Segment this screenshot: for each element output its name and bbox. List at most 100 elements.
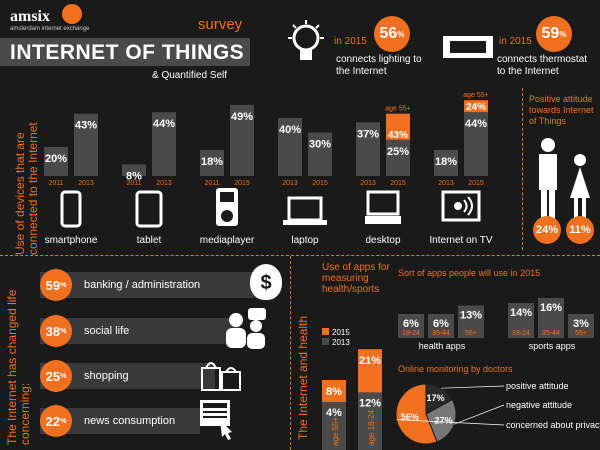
female-icon (570, 154, 590, 228)
apps-bar-2015 (322, 380, 346, 402)
device-bar-value: 20% (45, 153, 67, 165)
upcoming-1-text: connects lighting to the Internet (336, 54, 422, 77)
apps-bar-2013 (322, 402, 346, 450)
device-bar (122, 164, 146, 176)
sort-bar (568, 314, 594, 338)
device-bar-year: 2013 (156, 180, 172, 187)
sort-title: Sort of apps people will use in 2015 (398, 268, 541, 278)
device-bar (44, 147, 68, 176)
device-bar (74, 113, 98, 176)
pie-leader-line (441, 385, 505, 389)
apps-value-2013: 4% (326, 407, 342, 419)
header: amsix amsterdam internet exchange survey… (0, 0, 250, 88)
device-extra-bar (464, 100, 488, 113)
pie-label: negative attitude (506, 400, 572, 410)
life-pct: 22% (40, 405, 72, 437)
device-extra-value: 43% (388, 130, 408, 141)
male-pct: 24% (533, 216, 561, 244)
device-bar-value: 8% (126, 170, 142, 182)
sort-bar-value: 16% (540, 302, 562, 314)
pie-slice (395, 383, 438, 445)
device-bar-year: 2015 (234, 180, 250, 187)
attitude-title: Positive attitude towards Internet of Th… (529, 94, 594, 126)
device-name: Internet on TV (429, 235, 493, 246)
life-row-news: 22% news consumption (40, 405, 200, 437)
device-name: smartphone (45, 235, 98, 246)
device-bar-year: 2013 (78, 180, 94, 187)
device-bar-year: 2015 (312, 180, 328, 187)
life-pct: 59% (40, 269, 72, 301)
logo-subtitle: amsterdam internet exchange (10, 26, 90, 32)
logo: amsix (10, 8, 50, 25)
pie-label: positive attitude (506, 381, 569, 391)
sort-bar-age: 35-44 (432, 330, 450, 337)
device-bar-value: 49% (231, 111, 253, 123)
legend-2015: 2015 (322, 328, 350, 338)
sort-bar (398, 314, 424, 338)
device-bar-value: 44% (465, 118, 487, 130)
thermostat-icon (443, 36, 493, 58)
life-label: news consumption (84, 415, 176, 427)
sort-bar-age: 35-44 (542, 330, 560, 337)
sort-bar (458, 305, 484, 338)
device-bar (152, 112, 176, 176)
apps-value-2015: 21% (359, 355, 381, 367)
page-title: INTERNET OF THINGS (0, 38, 250, 66)
device-bar (278, 118, 302, 176)
device-extra-value: 24% (466, 102, 486, 113)
pie-value: 17% (426, 393, 444, 403)
pie-slice (425, 398, 457, 443)
life-side-label: The Internet has changed life concerning… (5, 289, 32, 445)
logo-x-icon (62, 4, 82, 24)
apps-legend: 2015 2013 (322, 328, 350, 348)
monitor-title: Online monitoring by doctors (398, 364, 513, 374)
survey-label: survey (198, 16, 243, 33)
device-bar-year: 2015 (468, 180, 484, 187)
sort-bar (508, 303, 534, 338)
laptop-icon (283, 196, 327, 225)
shopping-bags-icon (201, 362, 241, 391)
apps-value-2015: 8% (326, 386, 342, 398)
sort-bar-value: 6% (433, 318, 449, 330)
pie-value: 27% (434, 415, 452, 425)
life-pct: 25% (40, 360, 72, 392)
sort-bar (538, 298, 564, 338)
sort-group-label: sports apps (529, 341, 576, 351)
device-name: mediaplayer (200, 235, 255, 246)
pie-value: 56% (401, 412, 419, 422)
apps-bar-2015 (358, 349, 382, 393)
device-extra-bar (386, 113, 410, 140)
apps-title: Use of apps for measuring health/sports (322, 262, 390, 295)
device-bar (386, 139, 410, 176)
sort-bar-value: 6% (403, 318, 419, 330)
sort-bar-value: 13% (460, 310, 482, 322)
life-row-shopping: 25% shopping (40, 360, 215, 392)
sort-bar-age: 55+ (575, 330, 587, 337)
attitude-panel: Positive attitude towards Internet of Th… (522, 88, 600, 250)
sort-bar-age: 18-24 (512, 330, 530, 337)
device-name: laptop (291, 235, 319, 246)
sort-bar-age: 18-24 (402, 330, 420, 337)
tv-icon (441, 190, 481, 222)
sort-bar-value: 3% (573, 318, 589, 330)
money-bag-icon: $ (250, 264, 282, 300)
device-bar-value: 18% (201, 156, 223, 168)
people-chat-icon (226, 308, 266, 349)
female-pct: 11% (566, 216, 594, 244)
section-divider (0, 255, 600, 256)
life-label: social life (84, 325, 130, 337)
sort-bar (428, 314, 454, 338)
monitor-chart: 17% positive attitude 27% negative attitude… (395, 381, 600, 445)
device-bar-value: 25% (387, 146, 409, 158)
health-divider (290, 256, 291, 450)
apps-group-label: age 18-24 (367, 409, 376, 446)
upcoming-2-pct: 59% (536, 16, 572, 52)
life-label: banking / administration (84, 279, 201, 291)
device-name: desktop (365, 235, 400, 246)
sort-bar-value: 14% (510, 307, 532, 319)
device-bar-value: 40% (279, 124, 301, 136)
device-bar (434, 149, 458, 176)
device-bar-value: 43% (75, 120, 97, 132)
device-bar-year: 2011 (126, 180, 141, 187)
